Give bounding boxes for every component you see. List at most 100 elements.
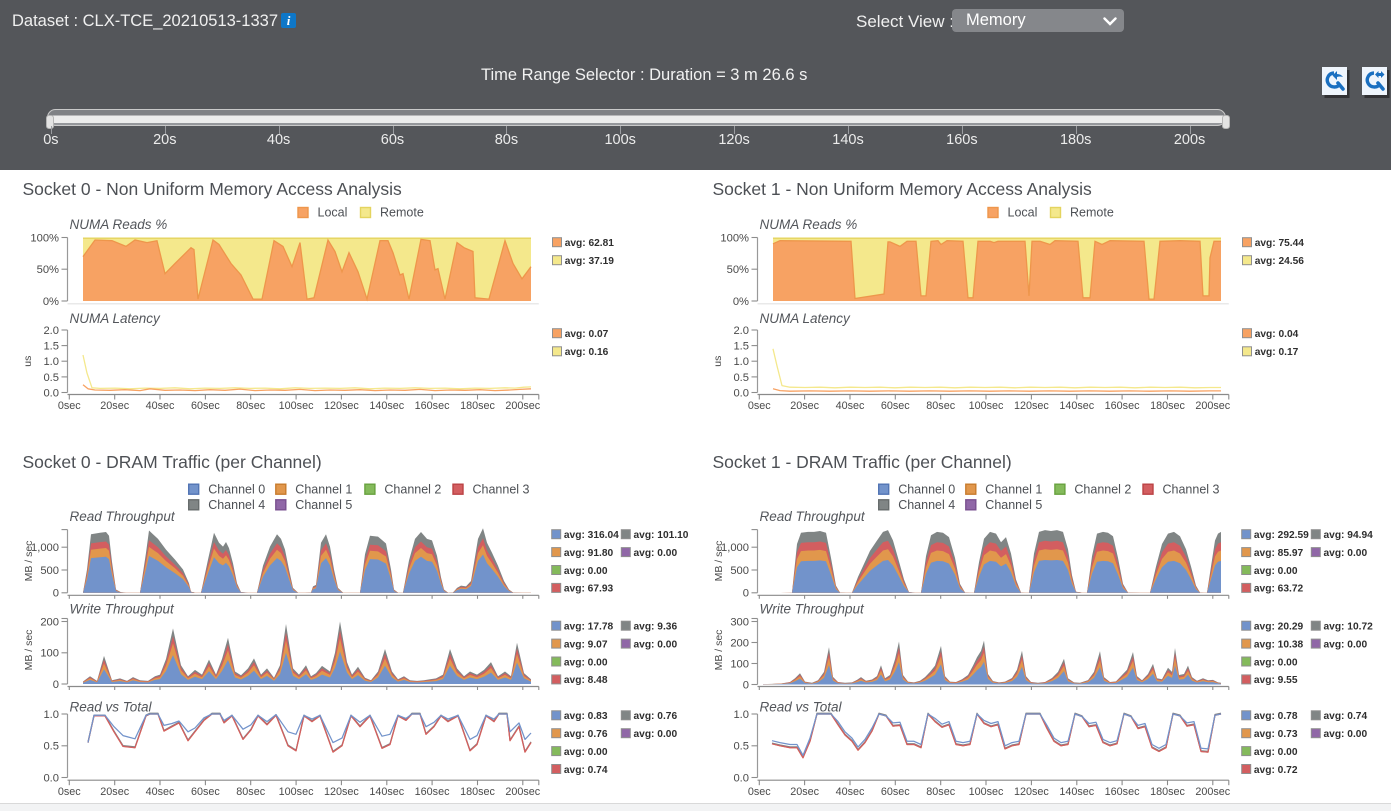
svg-text:Local: Local <box>318 206 348 220</box>
svg-text:avg: 292.59: avg: 292.59 <box>1254 530 1309 541</box>
svg-text:100%: 100% <box>30 232 59 244</box>
svg-text:MB / sec: MB / sec <box>23 541 35 582</box>
svg-text:100sec: 100sec <box>969 400 1004 412</box>
svg-text:MB / sec: MB / sec <box>713 630 725 671</box>
svg-text:NUMA Reads %: NUMA Reads % <box>70 217 168 232</box>
svg-text:200sec: 200sec <box>505 786 540 798</box>
svg-text:avg: 0.76: avg: 0.76 <box>634 711 678 722</box>
svg-text:0.0: 0.0 <box>43 387 59 399</box>
svg-text:0.5: 0.5 <box>43 741 59 753</box>
svg-text:Socket 0 - Non Uniform Memory: Socket 0 - Non Uniform Memory Access Ana… <box>23 179 403 199</box>
svg-text:avg: 67.93: avg: 67.93 <box>564 584 614 595</box>
svg-text:avg: 0.00: avg: 0.00 <box>634 548 678 559</box>
svg-text:avg: 0.00: avg: 0.00 <box>1254 747 1298 758</box>
svg-text:200: 200 <box>730 637 749 649</box>
svg-text:us: us <box>712 356 724 367</box>
svg-text:avg: 0.00: avg: 0.00 <box>564 566 608 577</box>
svg-text:160sec: 160sec <box>1105 786 1140 798</box>
svg-text:180sec: 180sec <box>460 400 495 412</box>
svg-text:Read vs Total: Read vs Total <box>760 699 843 714</box>
svg-text:Channel 3: Channel 3 <box>1163 482 1220 496</box>
svg-text:Read Throughput: Read Throughput <box>760 509 866 524</box>
svg-text:0%: 0% <box>43 296 59 308</box>
svg-text:0: 0 <box>743 588 749 600</box>
svg-text:Write Throughput: Write Throughput <box>70 601 176 616</box>
svg-text:avg: 0.00: avg: 0.00 <box>564 657 608 668</box>
svg-text:NUMA Latency: NUMA Latency <box>760 311 852 326</box>
svg-text:40sec: 40sec <box>146 400 175 412</box>
svg-text:0.0: 0.0 <box>733 772 749 784</box>
svg-text:1.0: 1.0 <box>43 709 59 721</box>
svg-text:avg: 0.00: avg: 0.00 <box>634 729 678 740</box>
svg-text:avg: 0.00: avg: 0.00 <box>634 639 678 650</box>
svg-text:80sec: 80sec <box>926 400 955 412</box>
svg-text:Channel 1: Channel 1 <box>295 482 352 496</box>
svg-text:Channel 2: Channel 2 <box>384 482 441 496</box>
svg-text:100sec: 100sec <box>969 786 1004 798</box>
svg-text:0sec: 0sec <box>748 786 771 798</box>
svg-text:avg: 0.00: avg: 0.00 <box>1254 566 1298 577</box>
svg-text:60sec: 60sec <box>191 400 220 412</box>
svg-text:1.5: 1.5 <box>733 341 749 353</box>
svg-text:1.0: 1.0 <box>733 709 749 721</box>
svg-text:Remote: Remote <box>380 206 424 220</box>
svg-text:avg: 9.55: avg: 9.55 <box>1254 675 1298 686</box>
svg-text:0.5: 0.5 <box>733 372 749 384</box>
svg-text:50%: 50% <box>727 264 749 276</box>
svg-text:avg: 0.83: avg: 0.83 <box>564 711 608 722</box>
svg-text:120sec: 120sec <box>324 400 359 412</box>
svg-text:0.0: 0.0 <box>43 772 59 784</box>
svg-text:160sec: 160sec <box>415 786 450 798</box>
svg-text:100sec: 100sec <box>279 786 314 798</box>
svg-text:160sec: 160sec <box>415 400 450 412</box>
svg-text:0sec: 0sec <box>748 400 771 412</box>
svg-text:Read Throughput: Read Throughput <box>70 509 176 524</box>
svg-text:Channel 4: Channel 4 <box>208 498 265 512</box>
svg-text:Channel 0: Channel 0 <box>898 482 955 496</box>
svg-text:avg: 0.00: avg: 0.00 <box>1324 548 1368 559</box>
svg-text:avg: 0.00: avg: 0.00 <box>1254 657 1298 668</box>
svg-text:1,000: 1,000 <box>31 542 59 554</box>
svg-text:2.0: 2.0 <box>43 325 59 337</box>
svg-text:0%: 0% <box>733 296 749 308</box>
svg-text:MB / sec: MB / sec <box>713 541 725 582</box>
svg-text:Channel 2: Channel 2 <box>1074 482 1131 496</box>
svg-text:avg: 0.76: avg: 0.76 <box>564 729 608 740</box>
svg-text:120sec: 120sec <box>1014 400 1049 412</box>
svg-text:1.0: 1.0 <box>43 356 59 368</box>
svg-text:1.0: 1.0 <box>733 356 749 368</box>
svg-text:200sec: 200sec <box>1195 400 1230 412</box>
svg-text:100%: 100% <box>720 232 749 244</box>
svg-text:120sec: 120sec <box>324 786 359 798</box>
svg-text:avg: 0.74: avg: 0.74 <box>1324 711 1368 722</box>
svg-text:avg: 37.19: avg: 37.19 <box>565 256 615 267</box>
svg-text:avg: 0.04: avg: 0.04 <box>1255 329 1299 340</box>
svg-text:Socket 1 - DRAM Traffic (per C: Socket 1 - DRAM Traffic (per Channel) <box>713 452 1012 472</box>
svg-text:80sec: 80sec <box>926 786 955 798</box>
svg-text:NUMA Reads %: NUMA Reads % <box>760 217 858 232</box>
svg-text:300: 300 <box>730 616 749 628</box>
svg-text:Remote: Remote <box>1070 206 1114 220</box>
svg-text:20sec: 20sec <box>790 786 819 798</box>
svg-text:Socket 0 - DRAM Traffic (per C: Socket 0 - DRAM Traffic (per Channel) <box>23 452 322 472</box>
svg-text:200sec: 200sec <box>1195 786 1230 798</box>
svg-text:avg: 20.29: avg: 20.29 <box>1254 622 1304 633</box>
svg-text:20sec: 20sec <box>790 400 819 412</box>
svg-text:0: 0 <box>53 679 59 691</box>
svg-text:200: 200 <box>40 616 59 628</box>
svg-text:40sec: 40sec <box>836 400 865 412</box>
svg-text:avg: 10.38: avg: 10.38 <box>1254 639 1304 650</box>
svg-text:0: 0 <box>53 588 59 600</box>
svg-text:avg: 94.94: avg: 94.94 <box>1324 530 1374 541</box>
svg-text:Channel 1: Channel 1 <box>985 482 1042 496</box>
svg-text:50%: 50% <box>37 264 59 276</box>
svg-text:1,000: 1,000 <box>721 542 749 554</box>
svg-text:40sec: 40sec <box>146 786 175 798</box>
svg-text:60sec: 60sec <box>881 786 910 798</box>
svg-text:MB / sec: MB / sec <box>23 630 35 671</box>
svg-text:Read vs Total: Read vs Total <box>70 699 153 714</box>
svg-text:80sec: 80sec <box>236 400 265 412</box>
svg-text:0.5: 0.5 <box>43 372 59 384</box>
svg-text:avg: 316.04: avg: 316.04 <box>564 530 619 541</box>
svg-text:avg: 0.00: avg: 0.00 <box>564 747 608 758</box>
